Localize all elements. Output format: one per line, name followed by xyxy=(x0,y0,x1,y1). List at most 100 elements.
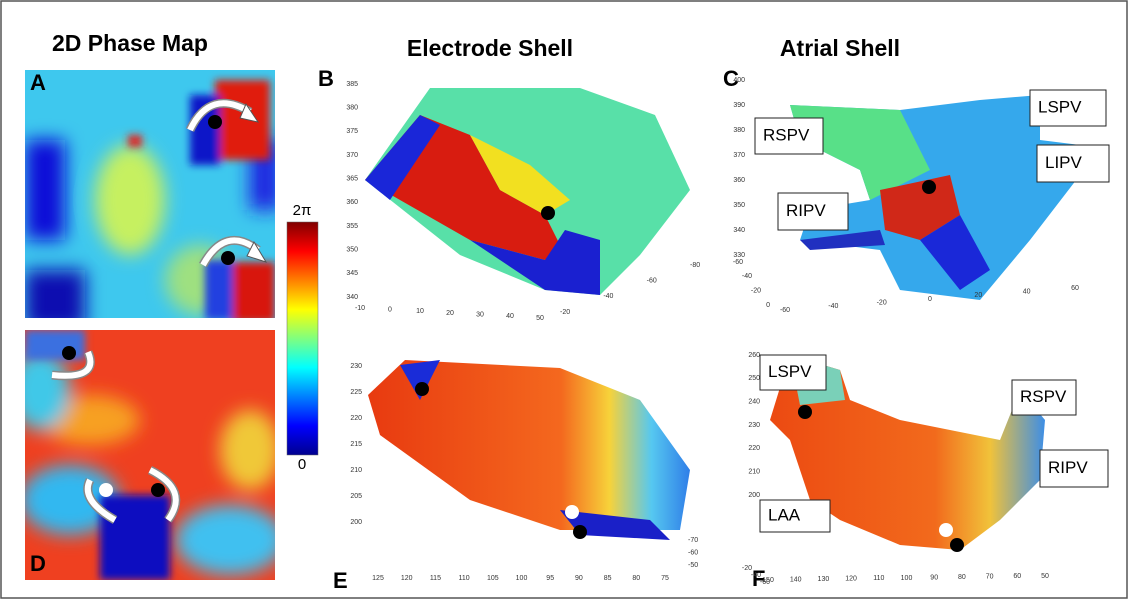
axis-tick-label: 225 xyxy=(350,389,362,396)
axis-tick-label: 240 xyxy=(748,399,760,406)
label-box xyxy=(1029,89,1107,127)
axis-tick-label: 210 xyxy=(748,469,760,476)
axis-tick-label: -40 xyxy=(751,572,761,579)
axis-tick-label: -70 xyxy=(688,537,698,544)
panel-letter: A xyxy=(30,70,46,95)
axis-tick-label: 85 xyxy=(604,575,612,582)
axis-tick-label: 125 xyxy=(372,575,384,582)
axis-tick-label: 0 xyxy=(388,307,392,314)
colorbar-max: 2π xyxy=(293,202,312,219)
panel-letter: E xyxy=(333,568,348,593)
axis-tick-label: 150 xyxy=(762,577,774,584)
axis-tick-label: 80 xyxy=(632,575,640,582)
axis-tick-label: 370 xyxy=(346,152,358,159)
panel-letter: B xyxy=(318,66,334,91)
axis-tick-label: 90 xyxy=(930,574,938,581)
axis-tick-label: -60 xyxy=(688,549,698,556)
axis-tick-label: 380 xyxy=(346,105,358,112)
axis-tick-label: 50 xyxy=(536,315,544,322)
axis-tick-label: 360 xyxy=(346,199,358,206)
axis-tick-label: -40 xyxy=(828,303,838,310)
phase-map-d xyxy=(25,330,275,580)
label-box xyxy=(1011,379,1077,416)
axis-tick-label: 70 xyxy=(986,574,994,581)
anatomy-label: RSPV xyxy=(1020,387,1067,406)
panel-letter: F xyxy=(752,566,765,591)
axis-tick-label: 380 xyxy=(733,127,745,134)
axis-tick-label: -40 xyxy=(742,273,752,280)
axis-tick-label: 40 xyxy=(1023,289,1031,296)
anatomy-label: LSPV xyxy=(1038,97,1082,116)
axis-tick-label: -10 xyxy=(355,305,365,312)
axis-tick-label: 30 xyxy=(476,312,484,319)
label-box xyxy=(777,192,849,231)
label-box xyxy=(759,499,831,533)
axis-tick-label: 350 xyxy=(346,247,358,254)
axis-tick-label: 20 xyxy=(446,310,454,317)
axis-tick-label: 350 xyxy=(733,202,745,209)
label-box xyxy=(754,117,824,155)
anatomy-label: RIPV xyxy=(1048,458,1088,477)
anatomy-label: RSPV xyxy=(763,125,810,144)
axis-tick-label: 330 xyxy=(733,252,745,259)
axis-tick-label: 200 xyxy=(748,492,760,499)
axis-tick-label: -60 xyxy=(760,579,770,586)
axis-tick-label: 120 xyxy=(401,575,413,582)
axis-tick-label: 10 xyxy=(416,308,424,315)
axis-tick-label: 60 xyxy=(1013,573,1021,580)
anatomy-label: LSPV xyxy=(768,362,812,381)
column-heading: Atrial Shell xyxy=(780,35,900,61)
atrial-shell-c xyxy=(790,95,1080,300)
column-heading: 2D Phase Map xyxy=(52,30,208,56)
axis-tick-label: 105 xyxy=(487,575,499,582)
axis-tick-label: 130 xyxy=(818,576,830,583)
axis-tick-label: -50 xyxy=(688,562,698,569)
axis-tick-label: -20 xyxy=(742,565,752,572)
panel-letter: D xyxy=(30,551,46,576)
axis-tick-label: -20 xyxy=(751,288,761,295)
axis-tick-label: -20 xyxy=(877,300,887,307)
axis-tick-label: 0 xyxy=(928,296,932,303)
axis-tick-label: 220 xyxy=(350,415,362,422)
axis-tick-label: -20 xyxy=(560,309,570,316)
axis-tick-label: 385 xyxy=(346,81,358,88)
anatomy-label: LAA xyxy=(768,505,801,524)
colorbar xyxy=(286,221,319,456)
label-box xyxy=(759,354,827,391)
axis-tick-label: 260 xyxy=(748,352,760,359)
axis-tick-label: 360 xyxy=(733,177,745,184)
axis-tick-label: 215 xyxy=(350,441,362,448)
axis-tick-label: 345 xyxy=(346,270,358,277)
axis-tick-label: 370 xyxy=(733,152,745,159)
axis-tick-label: 95 xyxy=(546,575,554,582)
anatomy-label: RIPV xyxy=(786,201,826,220)
axis-tick-label: 0 xyxy=(766,302,770,309)
label-box xyxy=(1039,449,1109,488)
axis-tick-label: 100 xyxy=(516,575,528,582)
axis-tick-label: 20 xyxy=(974,292,982,299)
axis-tick-label: 90 xyxy=(575,575,583,582)
axis-tick-label: 100 xyxy=(901,575,913,582)
axis-tick-label: 250 xyxy=(748,375,760,382)
axis-tick-label: 340 xyxy=(346,294,358,301)
axis-tick-label: 365 xyxy=(346,176,358,183)
axis-tick-label: -60 xyxy=(647,278,657,285)
anatomy-label: LIPV xyxy=(1045,153,1083,172)
axis-tick-label: -60 xyxy=(780,307,790,314)
axis-tick-label: 40 xyxy=(506,313,514,320)
axis-tick-label: -60 xyxy=(733,259,743,266)
axis-tick-label: 375 xyxy=(346,128,358,135)
axis-tick-label: 230 xyxy=(748,422,760,429)
axis-tick-label: -80 xyxy=(690,262,700,269)
panel-letter: C xyxy=(723,66,739,91)
electrode-shell-b xyxy=(365,88,690,295)
axis-tick-label: 115 xyxy=(430,575,441,582)
axis-tick-label: 200 xyxy=(350,519,362,526)
axis-tick-label: -40 xyxy=(603,293,613,300)
axis-tick-label: 400 xyxy=(733,77,745,84)
axis-tick-label: 390 xyxy=(733,102,745,109)
label-box xyxy=(1036,144,1110,183)
axis-tick-label: 205 xyxy=(350,493,362,500)
axis-tick-label: 230 xyxy=(350,363,362,370)
